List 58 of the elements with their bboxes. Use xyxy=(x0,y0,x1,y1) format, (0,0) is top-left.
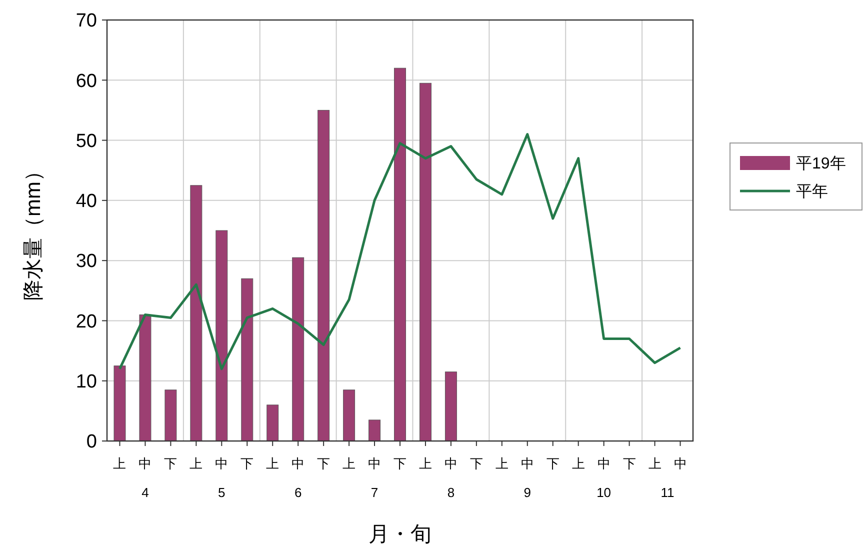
x-tick-label: 中 xyxy=(597,456,610,471)
x-tick-label: 上 xyxy=(495,456,508,471)
x-tick-label: 上 xyxy=(342,456,356,471)
text: 7 xyxy=(370,485,378,500)
text: 4 xyxy=(142,485,149,500)
bar xyxy=(266,404,279,442)
text: 9 xyxy=(524,485,532,500)
x-tick-label: 下 xyxy=(317,456,330,471)
y-axis-title: 降水量（mm） xyxy=(22,160,45,300)
y-tick-label: 70 xyxy=(76,10,97,32)
x-tick-label: 中 xyxy=(444,456,458,471)
y-tick-label: 0 xyxy=(86,432,97,453)
x-tick-label: 上 xyxy=(572,456,585,471)
bar xyxy=(343,390,356,442)
x-tick-label: 下 xyxy=(240,456,254,471)
x-tick-label: 中 xyxy=(368,456,382,471)
bar xyxy=(139,314,152,442)
legend-label: 平年 xyxy=(796,184,828,201)
text: 6 xyxy=(294,485,302,500)
x-tick-label: 中 xyxy=(138,456,152,471)
x-tick-label: 中 xyxy=(520,456,534,471)
bar xyxy=(216,230,228,442)
x-tick-label: 下 xyxy=(622,456,636,471)
bar xyxy=(292,257,304,442)
bar xyxy=(114,366,126,442)
text: 11 xyxy=(660,485,674,500)
x-tick-label: 下 xyxy=(546,456,560,471)
line-series xyxy=(118,133,682,370)
x-tick-label: 上 xyxy=(648,456,662,471)
y-tick-label: 50 xyxy=(76,130,97,152)
text: 5 xyxy=(218,485,226,500)
x-axis-title: 月・旬 xyxy=(368,523,432,546)
text: 10 xyxy=(596,485,612,500)
x-tick-label: 下 xyxy=(394,456,406,471)
y-tick-label: 40 xyxy=(76,191,97,212)
bar xyxy=(394,68,406,442)
bar xyxy=(190,185,202,442)
x-tick-label: 上 xyxy=(266,456,280,471)
text: 8 xyxy=(447,485,455,500)
bar xyxy=(164,390,177,442)
bar xyxy=(241,278,254,442)
y-tick-label: 30 xyxy=(76,251,97,272)
bar xyxy=(318,110,330,442)
x-tick-label: 下 xyxy=(164,456,178,471)
x-tick-label: 上 xyxy=(190,456,203,471)
legend-label: 平19年 xyxy=(796,156,846,173)
x-tick-label: 中 xyxy=(292,456,305,471)
x-tick-label: 中 xyxy=(215,456,228,471)
bar xyxy=(368,420,381,442)
y-tick-label: 20 xyxy=(76,311,97,332)
bar xyxy=(444,372,457,442)
x-tick-label: 上 xyxy=(418,456,432,471)
x-tick-label: 中 xyxy=(674,456,687,471)
x-tick-label: 上 xyxy=(113,456,126,471)
x-tick-label: 下 xyxy=(470,456,483,471)
y-tick-label: 60 xyxy=(76,70,97,92)
bar xyxy=(419,82,432,442)
y-tick-label: 10 xyxy=(76,372,97,393)
